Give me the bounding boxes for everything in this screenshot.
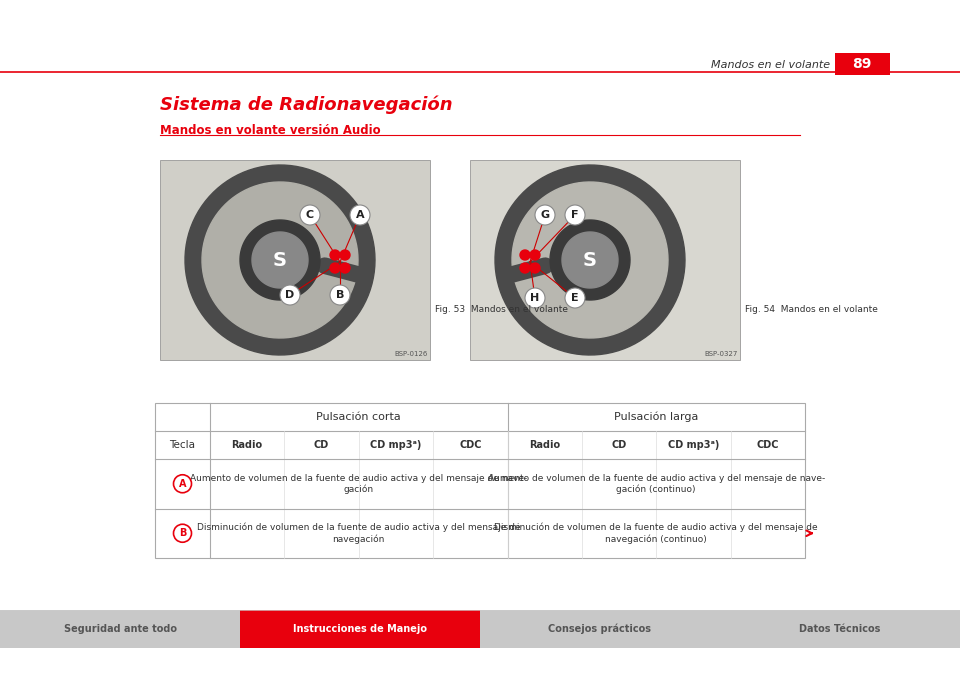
Text: A: A [356, 210, 364, 220]
Polygon shape [252, 232, 308, 288]
Circle shape [340, 250, 350, 260]
Text: CD: CD [314, 440, 329, 450]
Text: Sistema de Radionavegación: Sistema de Radionavegación [160, 96, 452, 115]
Text: Aumento de volumen de la fuente de audio activa y del mensaje de nave-
gación (c: Aumento de volumen de la fuente de audio… [488, 474, 825, 494]
Text: E: E [571, 293, 579, 303]
Text: F: F [571, 210, 579, 220]
Circle shape [520, 263, 530, 273]
Text: Mandos en el volante: Mandos en el volante [710, 60, 830, 70]
Circle shape [535, 205, 555, 225]
Circle shape [530, 263, 540, 273]
Text: CD mp3ᵃ): CD mp3ᵃ) [371, 440, 421, 450]
Text: Seguridad ante todo: Seguridad ante todo [63, 624, 177, 634]
Circle shape [280, 285, 300, 305]
Text: Datos Técnicos: Datos Técnicos [800, 624, 880, 634]
Text: Fig. 53  Mandos en el volante: Fig. 53 Mandos en el volante [435, 305, 568, 314]
Circle shape [350, 205, 370, 225]
FancyBboxPatch shape [240, 610, 480, 648]
Polygon shape [185, 165, 375, 355]
Text: CDC: CDC [459, 440, 482, 450]
FancyArrowPatch shape [324, 266, 357, 275]
Circle shape [525, 288, 545, 308]
Text: Pulsación larga: Pulsación larga [614, 412, 699, 422]
Text: BSP-0327: BSP-0327 [705, 351, 738, 357]
Text: B: B [336, 290, 345, 300]
FancyBboxPatch shape [155, 403, 805, 558]
Text: Disminución de volumen de la fuente de audio activa y del mensaje de
navegación : Disminución de volumen de la fuente de a… [494, 523, 818, 544]
Circle shape [330, 285, 350, 305]
Text: S: S [583, 250, 597, 269]
Text: D: D [285, 290, 295, 300]
Text: Instrucciones de Manejo: Instrucciones de Manejo [293, 624, 427, 634]
Text: BSP-0126: BSP-0126 [395, 351, 428, 357]
Text: Tecla: Tecla [170, 440, 196, 450]
Text: C: C [306, 210, 314, 220]
Circle shape [330, 250, 340, 260]
Text: Radio: Radio [529, 440, 561, 450]
FancyArrowPatch shape [513, 266, 545, 275]
FancyBboxPatch shape [470, 160, 740, 360]
Text: H: H [530, 293, 540, 303]
Circle shape [300, 205, 320, 225]
Circle shape [330, 263, 340, 273]
Circle shape [520, 250, 530, 260]
Polygon shape [562, 232, 618, 288]
Circle shape [530, 250, 540, 260]
Circle shape [340, 263, 350, 273]
FancyBboxPatch shape [720, 610, 960, 648]
Text: A: A [179, 479, 186, 489]
Polygon shape [240, 220, 320, 300]
Text: Consejos prácticos: Consejos prácticos [548, 624, 652, 634]
Circle shape [174, 524, 191, 542]
Circle shape [565, 205, 585, 225]
Polygon shape [512, 182, 668, 338]
Text: S: S [273, 250, 287, 269]
Circle shape [174, 475, 191, 493]
Circle shape [565, 288, 585, 308]
Polygon shape [550, 220, 630, 300]
Text: Pulsación corta: Pulsación corta [317, 412, 401, 422]
Text: G: G [540, 210, 549, 220]
Text: CD: CD [612, 440, 627, 450]
Text: Disminución de volumen de la fuente de audio activa y del mensaje de
navegación: Disminución de volumen de la fuente de a… [197, 523, 520, 544]
Text: B: B [179, 528, 186, 538]
Text: Mandos en volante versión Audio: Mandos en volante versión Audio [160, 123, 380, 136]
FancyBboxPatch shape [480, 610, 720, 648]
Text: Aumento de volumen de la fuente de audio activa y del mensaje de nave-
gación: Aumento de volumen de la fuente de audio… [190, 474, 527, 494]
Text: Fig. 54  Mandos en el volante: Fig. 54 Mandos en el volante [745, 305, 877, 314]
FancyBboxPatch shape [160, 160, 430, 360]
Text: CDC: CDC [756, 440, 780, 450]
Text: CD mp3ᵃ): CD mp3ᵃ) [668, 440, 719, 450]
Text: 89: 89 [852, 57, 872, 71]
Text: Radio: Radio [231, 440, 263, 450]
Polygon shape [495, 165, 685, 355]
Polygon shape [202, 182, 358, 338]
FancyBboxPatch shape [835, 53, 890, 75]
FancyBboxPatch shape [0, 610, 240, 648]
